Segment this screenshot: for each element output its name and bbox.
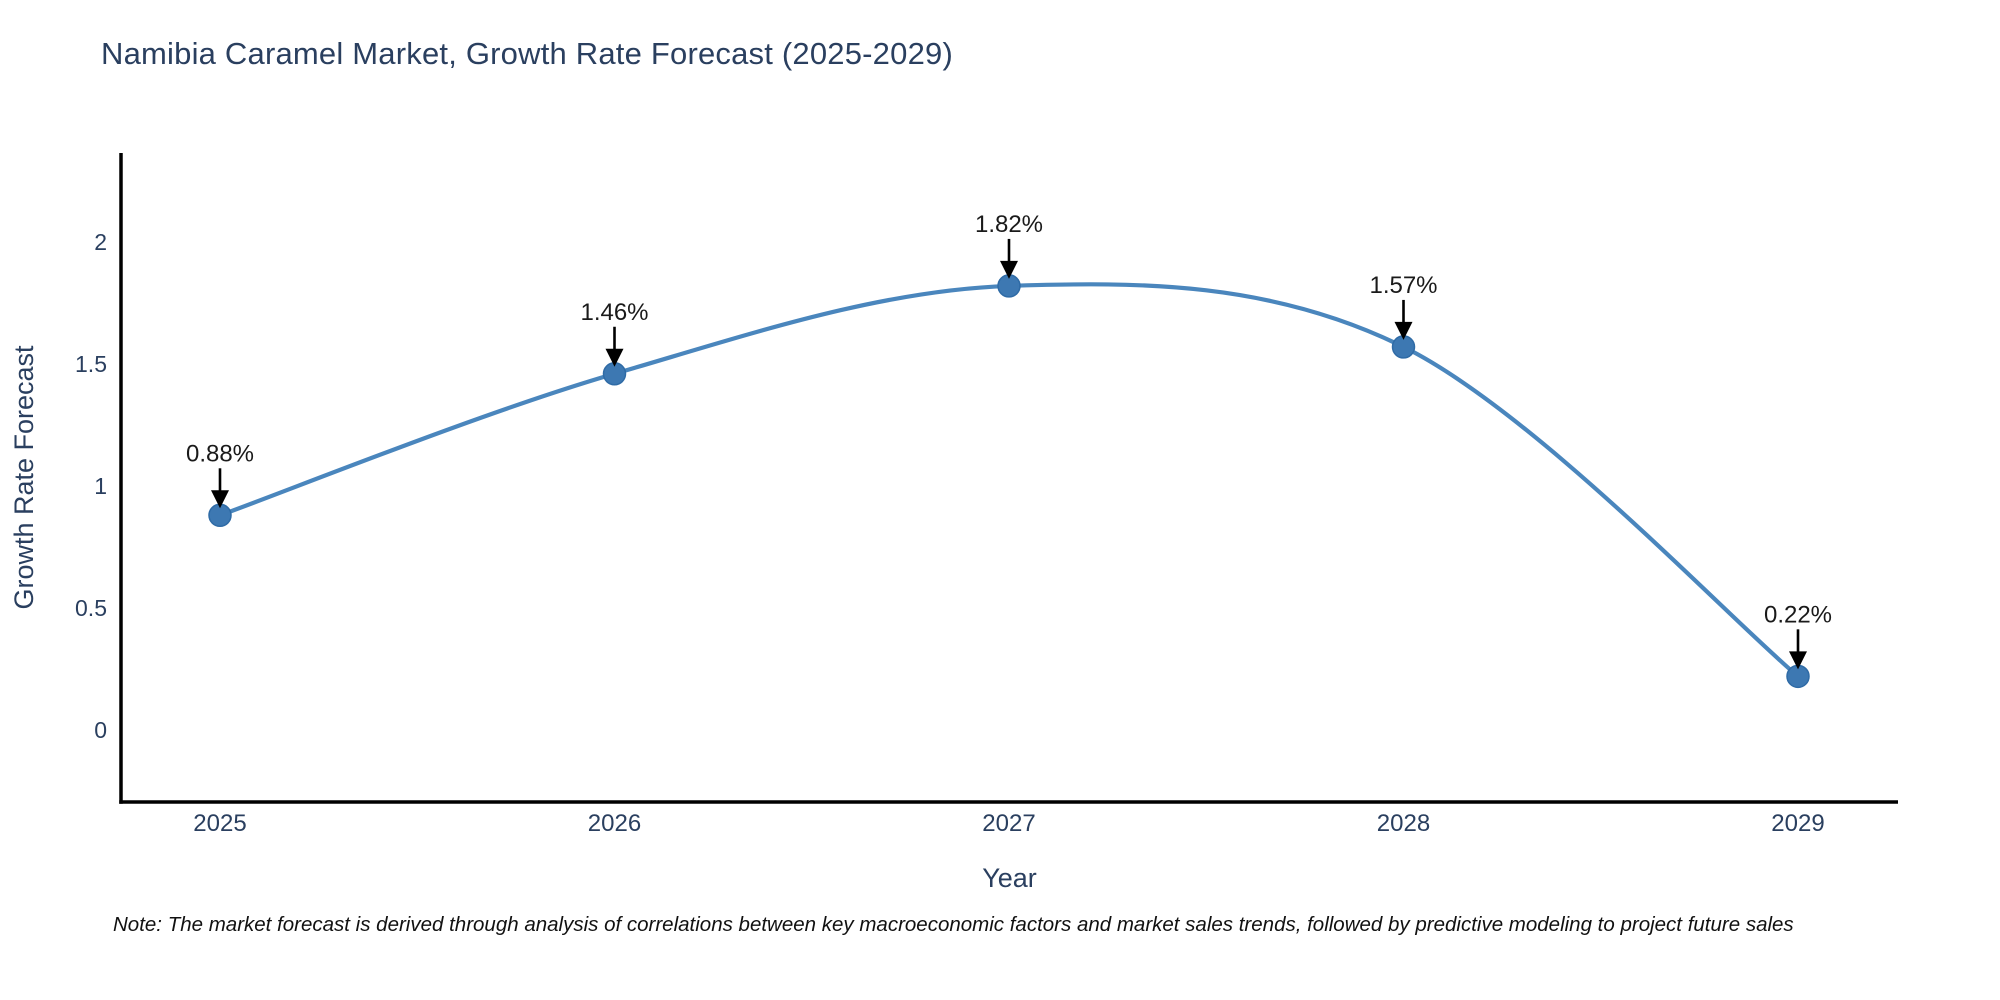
y-tick-label: 0 [94, 717, 107, 743]
x-axis-title: Year [982, 863, 1037, 893]
data-point-label: 1.57% [1369, 272, 1437, 299]
y-tick-label: 0.5 [75, 595, 107, 621]
data-point-label: 1.82% [975, 211, 1043, 238]
y-tick-label: 2 [94, 229, 107, 255]
annotation-arrow-head [211, 490, 229, 509]
annotation-arrow-head [605, 348, 624, 367]
y-tick-label: 1 [94, 473, 107, 499]
x-tick-label: 2025 [193, 810, 246, 837]
data-point-label: 1.46% [580, 299, 648, 326]
y-axis-title: Growth Rate Forecast [9, 345, 39, 610]
annotation-arrow-head [1000, 260, 1018, 279]
x-tick-label: 2029 [1771, 810, 1824, 837]
annotation-arrow-head [1789, 651, 1807, 670]
x-tick-label: 2026 [588, 810, 641, 837]
data-point-label: 0.22% [1764, 601, 1832, 628]
x-tick-label: 2027 [982, 810, 1035, 837]
footnote-text: Note: The market forecast is derived thr… [113, 913, 1794, 936]
chart-title: Namibia Caramel Market, Growth Rate Fore… [101, 36, 953, 71]
annotation-arrow-head [1394, 321, 1413, 340]
data-point-label: 0.88% [186, 440, 254, 467]
forecast-line [219, 282, 1800, 678]
x-tick-label: 2028 [1377, 810, 1430, 837]
y-tick-label: 1.5 [75, 351, 107, 377]
